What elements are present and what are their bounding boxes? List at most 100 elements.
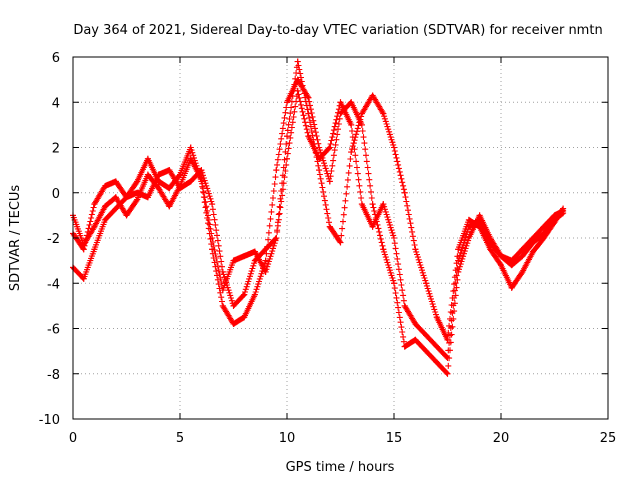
data-point	[369, 223, 376, 230]
data-point	[455, 257, 462, 264]
data-point	[134, 178, 141, 185]
data-point	[305, 133, 312, 140]
data-point	[380, 110, 387, 117]
data-point	[465, 216, 472, 223]
data-point	[209, 246, 216, 253]
data-point	[284, 155, 290, 162]
data-point	[166, 185, 173, 192]
data-point	[444, 354, 451, 361]
data-point	[560, 210, 567, 217]
data-point	[273, 167, 280, 174]
y-axis-label: SDTVAR / TECUs	[8, 185, 23, 292]
data-point	[391, 144, 397, 151]
data-point	[401, 343, 408, 350]
series-track-a	[70, 58, 567, 343]
data-point	[508, 262, 515, 269]
x-tick-label: 20	[493, 431, 510, 446]
data-point	[540, 230, 547, 237]
data-point	[519, 268, 526, 275]
data-point	[401, 302, 408, 309]
data-point	[177, 171, 183, 178]
data-point	[144, 171, 151, 178]
data-point	[305, 94, 312, 101]
data-point	[209, 201, 216, 208]
data-point	[391, 280, 397, 287]
data-point	[155, 185, 162, 192]
data-point	[230, 320, 237, 327]
y-tick-label: -10	[39, 413, 60, 428]
x-tick-label: 10	[279, 431, 296, 446]
data-point	[530, 248, 537, 255]
data-point	[112, 205, 119, 212]
data-point	[358, 121, 365, 128]
data-point	[455, 246, 462, 253]
data-point	[241, 253, 248, 260]
data-point	[530, 239, 537, 246]
series-markers	[70, 76, 567, 377]
data-point	[348, 121, 355, 128]
data-point	[198, 167, 205, 174]
data-point	[412, 246, 419, 253]
data-point	[498, 262, 504, 269]
data-point	[498, 253, 504, 260]
data-point	[326, 178, 333, 185]
series-track-c	[70, 87, 567, 361]
y-tick-label: -2	[47, 232, 60, 247]
x-tick-label: 15	[386, 431, 403, 446]
data-point	[337, 239, 344, 246]
data-point	[134, 196, 141, 203]
data-point	[423, 348, 430, 355]
data-point	[144, 155, 151, 162]
data-point	[316, 155, 323, 162]
data-point	[433, 359, 440, 366]
data-point	[273, 235, 280, 241]
data-point	[326, 144, 333, 151]
data-point	[112, 194, 119, 201]
x-tick-label: 5	[176, 431, 184, 446]
data-point	[423, 280, 430, 287]
data-point	[166, 203, 173, 210]
data-point	[444, 370, 451, 377]
data-point	[316, 144, 323, 151]
data-point	[369, 92, 376, 99]
y-tick-label: -6	[47, 323, 60, 338]
data-point	[123, 212, 130, 219]
data-point	[251, 248, 258, 255]
data-point	[155, 171, 162, 178]
data-point	[144, 194, 151, 201]
data-point	[476, 216, 483, 223]
data-point	[358, 110, 365, 117]
data-point	[316, 167, 323, 174]
data-point	[465, 223, 472, 230]
data-point	[187, 155, 194, 162]
y-tick-label: -8	[47, 368, 60, 383]
data-point	[423, 332, 430, 339]
data-point	[80, 275, 87, 282]
data-point	[241, 314, 248, 321]
data-point	[444, 336, 451, 343]
chart-title: Day 364 of 2021, Sidereal Day-to-day VTE…	[73, 23, 602, 38]
data-point	[348, 149, 355, 156]
data-point	[369, 201, 376, 208]
data-point	[262, 268, 269, 275]
series-markers	[70, 87, 567, 361]
data-point	[412, 336, 419, 343]
data-point	[102, 216, 109, 223]
data-point	[251, 257, 258, 264]
data-point	[326, 223, 333, 230]
y-tick-label: -4	[47, 277, 60, 292]
series-markers	[70, 58, 567, 343]
ticks-layer: 0 5 10 15 20 25 -10 -8 -6 -4 -2 0 2 4 6	[39, 51, 617, 446]
data-point	[358, 201, 365, 208]
data-point	[177, 185, 183, 192]
data-point	[230, 302, 237, 309]
data-point	[294, 87, 301, 94]
data-point	[380, 201, 387, 208]
data-point	[91, 223, 98, 230]
series-track-b	[70, 76, 567, 377]
data-point	[166, 167, 173, 174]
data-point	[401, 189, 408, 196]
data-point	[134, 189, 141, 196]
x-axis-label: GPS time / hours	[286, 460, 395, 475]
